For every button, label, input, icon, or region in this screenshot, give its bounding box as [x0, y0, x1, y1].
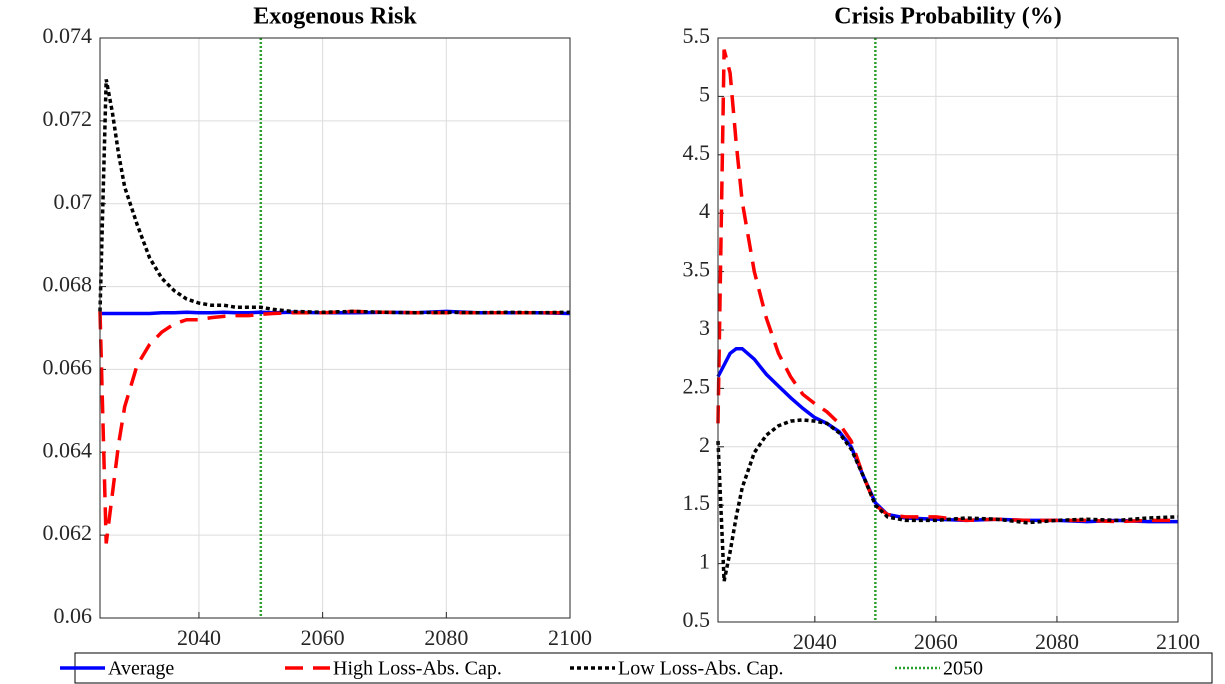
x-tick-label: 2040	[793, 629, 837, 654]
y-tick-label: 3.5	[683, 257, 711, 282]
x-tick-label: 2060	[914, 629, 958, 654]
x-tick-label: 2100	[1156, 629, 1200, 654]
y-tick-label: 1.5	[683, 490, 711, 515]
y-tick-label: 0.06	[54, 603, 93, 628]
y-tick-label: 0.068	[43, 272, 93, 297]
legend-label: Low Loss-Abs. Cap.	[618, 658, 784, 680]
series-line	[716, 418, 1179, 582]
x-tick-label: 2080	[424, 625, 468, 650]
legend-label: 2050	[943, 658, 983, 680]
y-tick-label: 0.5	[683, 607, 711, 632]
axes-frame	[99, 37, 571, 619]
x-tick-label: 2060	[301, 625, 345, 650]
y-tick-label: 1	[699, 549, 710, 574]
y-tick-label: 0.062	[43, 520, 93, 545]
chart-title: Crisis Probability (%)	[834, 4, 1062, 30]
y-tick-label: 3	[699, 315, 710, 340]
plot-area	[100, 38, 570, 618]
y-tick-label: 0.072	[43, 106, 93, 131]
axes-frame	[717, 37, 1179, 623]
y-tick-label: 0.066	[43, 354, 93, 379]
y-tick-label: 2	[699, 432, 710, 457]
y-tick-label: 4.5	[683, 140, 711, 165]
x-tick-label: 2080	[1035, 629, 1079, 654]
x-tick-label: 2040	[177, 625, 221, 650]
legend-label: High Loss-Abs. Cap.	[333, 658, 502, 680]
series-line	[98, 79, 571, 315]
legend-label: Average	[108, 658, 174, 680]
y-tick-label: 0.064	[43, 437, 93, 462]
y-tick-label: 5.5	[683, 23, 711, 48]
y-tick-label: 5	[699, 81, 710, 106]
legend-box	[74, 652, 1213, 684]
y-tick-label: 4	[699, 198, 710, 223]
y-tick-label: 0.07	[54, 189, 93, 214]
x-tick-label: 2100	[548, 625, 592, 650]
y-tick-label: 0.074	[43, 23, 93, 48]
chart-title: Exogenous Risk	[253, 4, 417, 30]
y-tick-label: 2.5	[683, 373, 711, 398]
